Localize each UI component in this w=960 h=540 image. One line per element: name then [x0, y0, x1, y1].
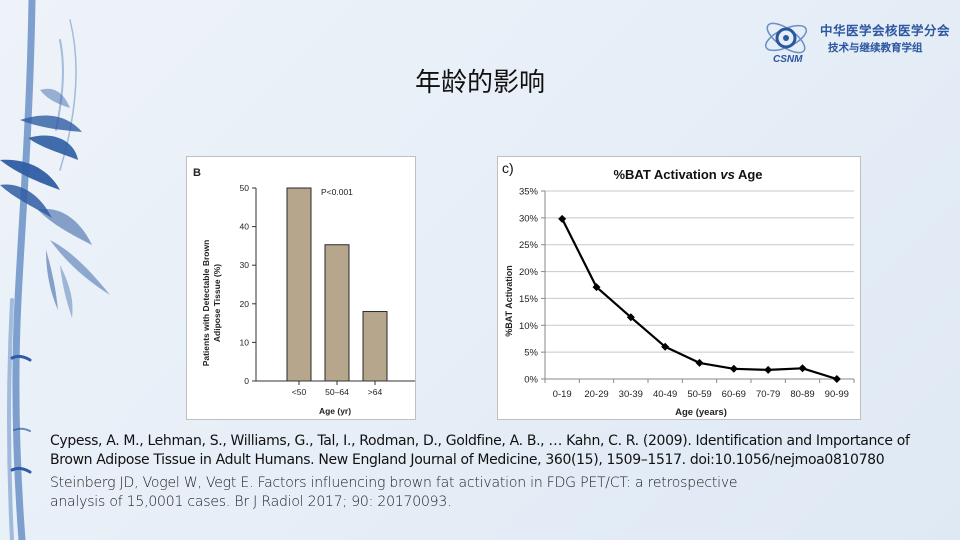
- x-axis-label: Age (yr): [319, 406, 351, 416]
- y-tick-label: 0%: [524, 375, 538, 386]
- y-axis-label: %BAT Activation: [504, 265, 514, 337]
- reference-line: Steinberg JD, Vogel W, Vegt E. Factors i…: [50, 475, 738, 491]
- page-title: 年龄的影响: [414, 68, 545, 98]
- y-axis-label-line2: Adipose Tissue (%): [212, 264, 222, 342]
- series-line: [561, 218, 838, 381]
- society-logo: CSNM 中华医学会核医学分会 技术与继续教育学组: [760, 14, 955, 66]
- panel-label: c): [502, 160, 514, 176]
- y-tick-label: 5%: [524, 348, 538, 359]
- y-tick-label: 35%: [519, 187, 539, 198]
- data-point-marker: [626, 313, 635, 322]
- reference-line: Brown Adipose Tissue in Adult Humans. Ne…: [50, 452, 885, 468]
- bar: [324, 244, 350, 382]
- chart-title-italic: vs: [720, 167, 734, 182]
- reference-steinberg: Steinberg JD, Vogel W, Vegt E. Factors i…: [50, 474, 950, 512]
- y-tick-label: 20%: [519, 267, 539, 278]
- chart-title: %BAT Activation vs Age: [613, 167, 762, 182]
- y-tick-label: 0: [244, 376, 249, 386]
- x-tick-label: >64: [368, 387, 383, 397]
- y-tick-label: 10%: [519, 321, 539, 332]
- x-tick-label: 50-59: [687, 389, 711, 400]
- x-tick-label: 20-29: [584, 389, 608, 400]
- y-axis-label-line1: Patients with Detectable Brown: [201, 240, 211, 367]
- x-axis-label: Age (years): [675, 407, 727, 418]
- chart-title-part1: %BAT Activation: [613, 167, 720, 182]
- data-point-marker: [592, 283, 601, 292]
- references: Cypess, A. M., Lehman, S., Williams, G.,…: [50, 432, 950, 512]
- line-chart: c) %BAT Activation vs Age %BAT Activatio…: [502, 160, 855, 418]
- atom-logo-icon: CSNM: [764, 22, 808, 65]
- x-tick-label: 60-69: [722, 389, 746, 400]
- x-tick-label: 50–64: [325, 387, 349, 397]
- reference-line: analysis of 15,0001 cases. Br J Radiol 2…: [50, 494, 452, 510]
- chart-panel-b: B Patients with Detectable Brown Adipose…: [186, 156, 416, 420]
- panel-label: B: [193, 167, 201, 179]
- chart-title-part2: Age: [735, 167, 763, 182]
- y-tick-label: 50: [240, 183, 250, 193]
- data-point-marker: [661, 342, 670, 351]
- data-point-marker: [764, 365, 773, 374]
- reference-cypess: Cypess, A. M., Lehman, S., Williams, G.,…: [50, 432, 950, 470]
- x-tick-label: 80-89: [790, 389, 814, 400]
- logo-title: 中华医学会核医学分会: [820, 23, 951, 38]
- x-tick-label: 70-79: [756, 389, 780, 400]
- logo-subtitle: 技术与继续教育学组: [828, 42, 923, 54]
- y-tick-label: 10: [240, 337, 250, 347]
- y-tick-label: 15%: [519, 294, 539, 305]
- y-tick-label: 20: [240, 299, 250, 309]
- data-point-marker: [729, 364, 738, 373]
- x-tick-label: 40-49: [653, 389, 677, 400]
- x-tick-label: <50: [292, 387, 307, 397]
- x-tick-label: 30-39: [619, 389, 643, 400]
- bamboo-stalk: [7, 0, 77, 540]
- data-point-marker: [558, 214, 567, 223]
- data-point-marker: [798, 364, 807, 373]
- x-tick-label: 90-99: [825, 389, 849, 400]
- y-tick-label: 30: [240, 260, 250, 270]
- p-value-annotation: P<0.001: [321, 187, 353, 197]
- bamboo-decoration: [0, 0, 110, 540]
- reference-line: Cypess, A. M., Lehman, S., Williams, G.,…: [50, 433, 910, 449]
- data-point-marker: [695, 358, 704, 367]
- bar: [286, 187, 312, 382]
- x-tick-label: 0-19: [553, 389, 572, 400]
- bamboo-leaves: [0, 88, 110, 318]
- data-point-marker: [832, 375, 841, 383]
- y-tick-label: 40: [240, 222, 250, 232]
- logo-mark: CSNM: [773, 54, 803, 65]
- y-tick-label: 25%: [519, 240, 539, 251]
- bar-chart: B Patients with Detectable Brown Adipose…: [193, 167, 415, 416]
- bar: [362, 311, 388, 382]
- chart-panel-c: c) %BAT Activation vs Age %BAT Activatio…: [497, 156, 861, 420]
- y-tick-label: 30%: [519, 213, 539, 224]
